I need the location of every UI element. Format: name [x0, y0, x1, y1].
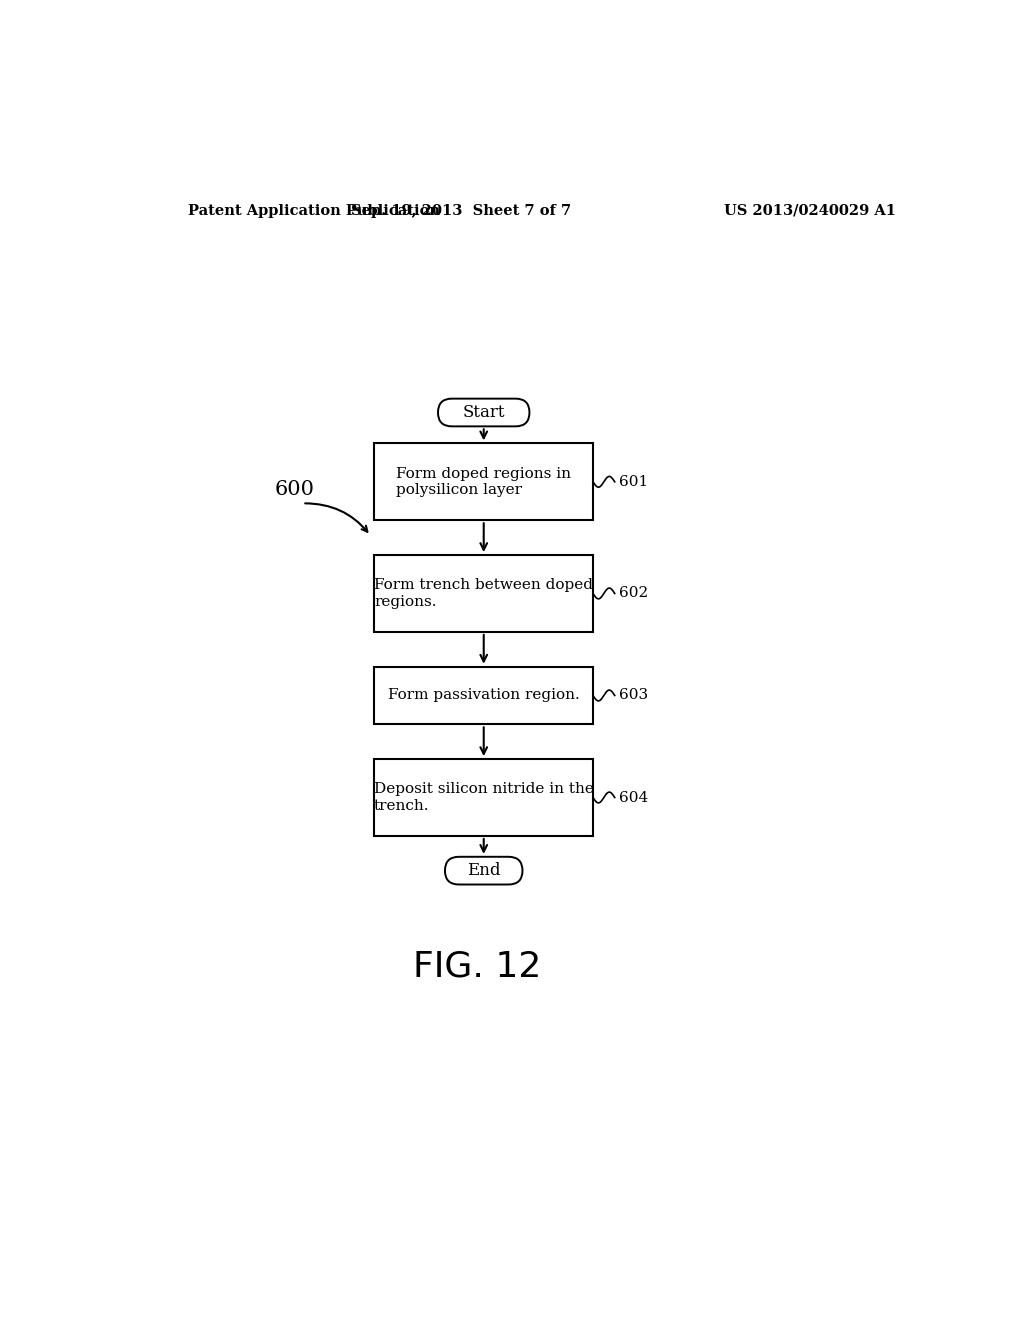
- Bar: [375, 554, 593, 632]
- Text: 604: 604: [618, 791, 648, 804]
- Bar: [375, 667, 593, 725]
- FancyBboxPatch shape: [445, 857, 522, 884]
- Bar: [375, 759, 593, 836]
- FancyBboxPatch shape: [438, 399, 529, 426]
- Text: Form trench between doped
regions.: Form trench between doped regions.: [374, 578, 593, 609]
- Text: Patent Application Publication: Patent Application Publication: [188, 203, 440, 218]
- Text: End: End: [467, 862, 501, 879]
- Text: 603: 603: [618, 689, 648, 702]
- Text: Sep. 19, 2013  Sheet 7 of 7: Sep. 19, 2013 Sheet 7 of 7: [351, 203, 571, 218]
- Text: 601: 601: [618, 475, 648, 488]
- Text: Form passivation region.: Form passivation region.: [388, 689, 580, 702]
- Text: Deposit silicon nitride in the
trench.: Deposit silicon nitride in the trench.: [374, 783, 594, 813]
- Text: Form doped regions in
polysilicon layer: Form doped regions in polysilicon layer: [396, 467, 571, 496]
- Text: 602: 602: [618, 586, 648, 601]
- Text: 600: 600: [274, 480, 314, 499]
- Bar: [375, 444, 593, 520]
- Text: FIG. 12: FIG. 12: [413, 950, 541, 983]
- Text: Start: Start: [463, 404, 505, 421]
- Text: US 2013/0240029 A1: US 2013/0240029 A1: [724, 203, 896, 218]
